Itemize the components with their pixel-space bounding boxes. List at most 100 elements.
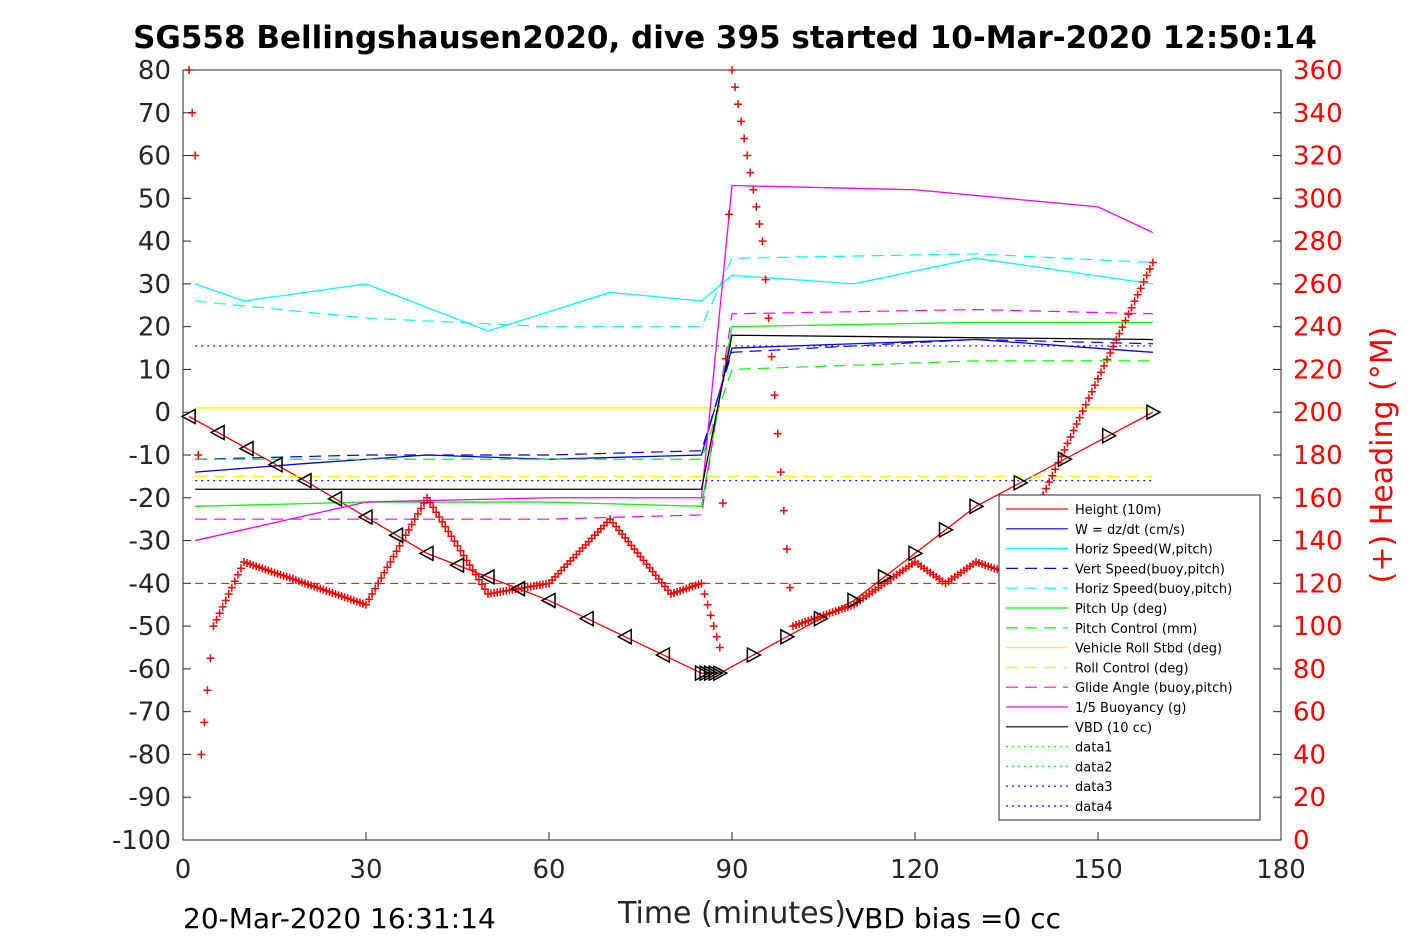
- heading-point: [407, 520, 416, 529]
- heading-point: [737, 117, 746, 126]
- heading-point: [782, 545, 791, 554]
- trajectory-marker: [540, 592, 556, 609]
- heading-point: [206, 654, 215, 663]
- heading-point: [724, 210, 733, 219]
- heading-point: [480, 585, 489, 594]
- heading-point: [1081, 400, 1090, 409]
- heading-point: [1063, 439, 1072, 448]
- left-tick-label: 70: [138, 99, 171, 129]
- legend-label-vbd-10-cc: VBD (10 cc): [1075, 721, 1152, 736]
- trajectory-marker: [694, 664, 711, 682]
- heading-point: [1121, 316, 1130, 325]
- trajectory-marker: [654, 646, 671, 664]
- left-tick-label: 10: [138, 355, 171, 385]
- heading-point: [233, 570, 242, 579]
- heading-point: [218, 602, 227, 611]
- heading-point: [706, 611, 715, 620]
- trajectory-marker: [479, 568, 495, 586]
- heading-point: [221, 596, 230, 605]
- right-axis: 3603403203002802602402202001801601401201…: [1273, 56, 1343, 856]
- trajectory-marker: [296, 472, 312, 489]
- heading-point: [1112, 336, 1121, 345]
- series-line-horiz-speed-buoy-pitch: [195, 253, 1153, 328]
- heading-point: [773, 429, 782, 438]
- heading-point: [468, 565, 477, 574]
- heading-point: [1084, 394, 1093, 403]
- trajectory-marker: [209, 424, 225, 441]
- heading-point: [215, 609, 224, 618]
- heading-point: [435, 513, 444, 522]
- heading-point: [197, 750, 206, 759]
- heading-point: [746, 168, 755, 177]
- trajectory-marker: [578, 610, 594, 627]
- heading-point: [456, 546, 465, 555]
- legend: Height (10m) W = dz/dt (cm/s) Horiz Speed(…: [998, 494, 1261, 821]
- heading-point: [194, 451, 203, 459]
- heading-point: [758, 237, 767, 246]
- heading-point: [380, 568, 389, 577]
- trajectory-marker: [713, 664, 729, 682]
- heading-point: [1130, 297, 1139, 306]
- series-line-vbd-10-cc: [195, 334, 1153, 490]
- heading-point: [697, 579, 706, 588]
- legend-label-1-5-buoyancy-g: 1/5 Buoyancy (g): [1075, 701, 1186, 716]
- heading-point: [410, 515, 419, 524]
- x-tick-label: 90: [715, 855, 748, 885]
- heading-point: [1094, 374, 1102, 383]
- heading-point: [432, 508, 441, 517]
- heading-point: [200, 718, 209, 727]
- heading-point: [1145, 264, 1154, 273]
- heading-point: [1100, 361, 1109, 370]
- heading-point: [453, 541, 462, 550]
- trajectory-marker: [357, 508, 373, 526]
- heading-layer: [185, 66, 1157, 759]
- heading-point: [377, 573, 386, 582]
- legend-items: Height (10m) W = dz/dt (cm/s) Horiz Speed(…: [1006, 503, 1233, 815]
- legend-label-roll-control-deg: Roll Control (deg): [1075, 661, 1189, 676]
- legend-label-w-dz-dt-cm-s: W = dz/dt (cm/s): [1075, 523, 1185, 538]
- left-tick-label: 50: [138, 184, 171, 214]
- left-tick-label: -70: [129, 698, 171, 728]
- heading-point: [477, 580, 486, 589]
- heading-point: [1106, 348, 1115, 357]
- trajectory-marker: [938, 521, 955, 539]
- legend-label-vehicle-roll-stbd-deg: Vehicle Roll Stbd (deg): [1075, 642, 1222, 657]
- right-axis-label: (+) Heading (°M): [1365, 327, 1400, 584]
- right-tick-label: 340: [1293, 99, 1343, 129]
- trajectory-marker: [813, 610, 830, 627]
- trajectory-marker: [616, 628, 632, 646]
- left-tick-label: -30: [129, 527, 171, 557]
- heading-point: [731, 83, 740, 92]
- right-tick-label: 240: [1293, 313, 1343, 343]
- heading-point: [700, 590, 709, 599]
- legend-label-glide-angle-buoy-pitch: Glide Angle (buoy,pitch): [1075, 681, 1233, 696]
- right-tick-label: 180: [1293, 441, 1343, 471]
- right-tick-label: 140: [1293, 527, 1343, 557]
- heading-point: [1066, 432, 1075, 441]
- trajectory-marker: [746, 646, 762, 664]
- heading-point: [386, 557, 395, 566]
- trajectory-marker: [448, 556, 465, 574]
- trajectory-marker: [847, 592, 863, 609]
- legend-label-data4: data4: [1075, 800, 1113, 815]
- chart-title: SG558 Bellingshausen2020, dive 395 start…: [133, 20, 1317, 56]
- trajectory-marker: [418, 545, 434, 562]
- heading-point: [474, 575, 483, 584]
- heading-point: [734, 100, 743, 109]
- right-tick-label: 300: [1293, 184, 1343, 214]
- series-line-horiz-speed-w-pitch: [194, 257, 1153, 332]
- heading-point: [365, 595, 374, 604]
- heading-point: [712, 632, 721, 641]
- heading-point: [728, 66, 736, 74]
- heading-point: [764, 314, 773, 323]
- heading-point: [770, 391, 779, 400]
- legend-label-data2: data2: [1075, 760, 1113, 775]
- heading-point: [426, 498, 435, 507]
- left-tick-label: -50: [129, 612, 171, 642]
- heading-point: [761, 275, 770, 284]
- heading-point: [718, 499, 727, 508]
- heading-point: [416, 504, 425, 513]
- right-tick-label: 80: [1293, 655, 1326, 685]
- legend-label-data3: data3: [1075, 780, 1113, 795]
- heading-point: [429, 503, 438, 512]
